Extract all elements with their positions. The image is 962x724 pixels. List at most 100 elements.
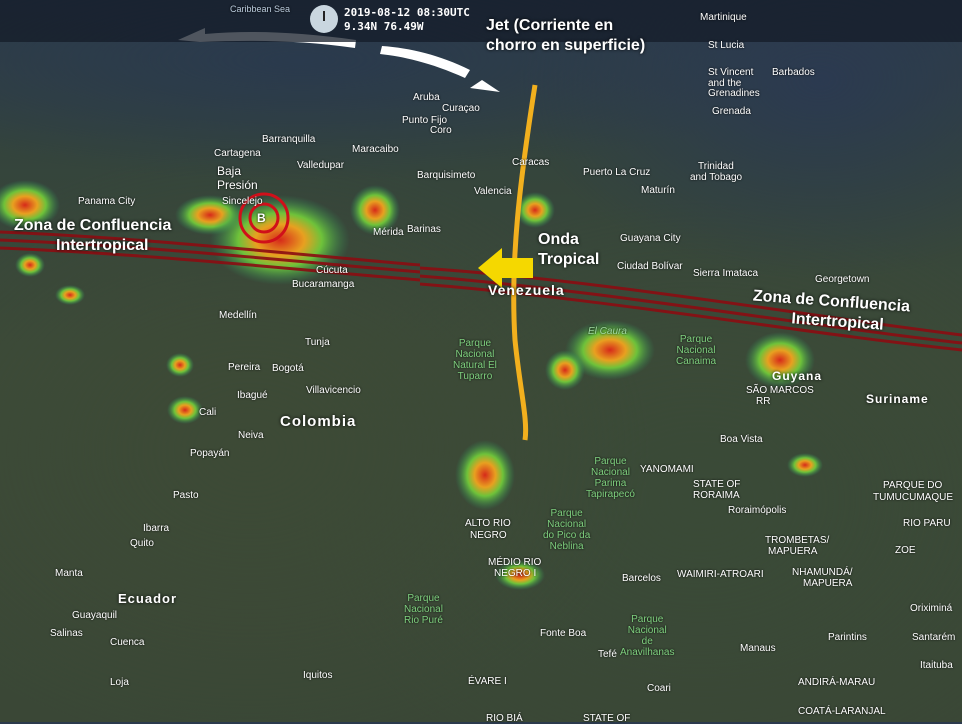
- place-label: Punto Fijo: [402, 115, 448, 126]
- place-label: and the: [708, 78, 742, 89]
- place-label: Manaus: [740, 643, 776, 654]
- place-label: NHAMUNDÁ/: [792, 567, 853, 578]
- place-label: Cuenca: [110, 637, 145, 648]
- place-label: RORAIMA: [693, 490, 740, 501]
- place-label: Martinique: [700, 12, 747, 23]
- place-label: and Tobago: [690, 172, 743, 183]
- place-label: MAPUERA: [768, 546, 818, 557]
- place-label: Fonte Boa: [540, 628, 587, 639]
- place-label: Popayán: [190, 448, 230, 459]
- place-label: Sincelejo: [222, 196, 263, 207]
- place-label: Ibagué: [237, 390, 268, 401]
- place-label: Neiva: [238, 430, 264, 441]
- place-label: TUMUCUMAQUE: [873, 492, 953, 503]
- storm-clouds: [0, 180, 823, 590]
- low-symbol: B: [257, 211, 266, 225]
- park-label: Parque Nacional do Pico da Neblina: [543, 508, 591, 552]
- place-label: Coari: [647, 683, 671, 694]
- place-label: Iquitos: [303, 670, 333, 681]
- place-label: Ciudad Bolívar: [617, 261, 683, 272]
- place-label: STATE OF: [583, 713, 631, 724]
- place-label: Pereira: [228, 362, 261, 373]
- place-label: Loja: [110, 677, 129, 688]
- place-label: Itaituba: [920, 660, 953, 671]
- sea-label: Caribbean Sea: [230, 4, 291, 14]
- place-label: Oriximiná: [910, 603, 953, 614]
- clock-icon: [310, 5, 338, 33]
- place-label: YANOMAMI: [640, 464, 694, 475]
- timestamp: 2019-08-12 08:30UTC: [344, 6, 470, 19]
- place-label: Barranquilla: [262, 134, 316, 145]
- place-label: Villavicencio: [306, 385, 361, 396]
- park-label: Parque Nacional de Anavilhanas: [620, 614, 675, 658]
- park-label: Parque Nacional Canaima: [676, 334, 717, 367]
- place-label: Guayana City: [620, 233, 681, 244]
- info-bar: 2019-08-12 08:30UTC 9.34N 76.49W Caribbea…: [0, 0, 962, 42]
- place-label: El Caura: [588, 326, 627, 337]
- place-label: Valledupar: [297, 160, 345, 171]
- place-label: COATÁ-LARANJAL: [798, 706, 886, 717]
- place-label: Bucaramanga: [292, 279, 355, 290]
- low-pressure-rings: [238, 192, 290, 244]
- low-pressure-label: Baja Presión: [217, 164, 258, 192]
- place-label: Pasto: [173, 490, 199, 501]
- place-label: Valencia: [474, 186, 512, 197]
- place-label: Trinidad: [698, 161, 734, 172]
- place-label: St Vincent: [708, 67, 754, 78]
- place-label: STATE OF: [693, 479, 741, 490]
- place-label: Maracaibo: [352, 144, 399, 155]
- place-label: Aruba: [413, 92, 440, 103]
- country-colombia: Colombia: [280, 413, 357, 430]
- country-suriname: Suriname: [866, 392, 929, 406]
- place-label: Quito: [130, 538, 154, 549]
- place-label: Barbados: [772, 67, 815, 78]
- tropical-wave-arrow: [478, 248, 533, 288]
- place-label: ZOE: [895, 545, 916, 556]
- coordinates: 9.34N 76.49W: [344, 20, 424, 33]
- tropical-wave-label: Onda Tropical: [538, 231, 600, 268]
- place-label: Maturín: [641, 185, 675, 196]
- place-label: Bogotá: [272, 363, 304, 374]
- place-label: Cali: [199, 407, 217, 418]
- place-label: Barquisimeto: [417, 170, 476, 181]
- place-label: Guayaquil: [72, 610, 118, 621]
- place-label: Mérida: [373, 227, 404, 238]
- place-label: NEGRO I: [494, 568, 537, 579]
- place-label: MÉDIO RIO: [488, 557, 542, 568]
- place-label: St Lucia: [708, 40, 745, 51]
- place-label: Georgetown: [815, 274, 870, 285]
- place-label: NEGRO: [470, 530, 507, 541]
- place-label: WAIMIRI-ATROARI: [677, 569, 764, 580]
- place-label: Santarém: [912, 632, 956, 643]
- itcz-band: [0, 230, 962, 352]
- place-label: Grenadines: [708, 88, 760, 99]
- place-label: Panama City: [78, 196, 136, 207]
- place-label: Salinas: [50, 628, 83, 639]
- place-label: Roraimópolis: [728, 505, 787, 516]
- place-label: Boa Vista: [720, 434, 763, 445]
- place-label: Puerto La Cruz: [583, 167, 651, 178]
- place-label: Cartagena: [214, 148, 261, 159]
- tropical-wave-axis: [511, 84, 538, 441]
- park-label: Parque Nacional Rio Puré: [404, 593, 443, 626]
- place-label: PARQUE DO: [883, 480, 943, 491]
- itcz-west-label: Zona de Confluencia Intertropical: [14, 217, 172, 254]
- place-label: TROMBETAS/: [765, 535, 830, 546]
- park-label: Parque Nacional Natural El Tuparro: [453, 338, 497, 382]
- place-label: Barcelos: [622, 573, 661, 584]
- place-label: Grenada: [712, 106, 751, 117]
- place-label: Tunja: [305, 337, 330, 348]
- place-label: Cúcuta: [316, 265, 348, 276]
- place-label: Manta: [55, 568, 83, 579]
- country-guyana: Guyana: [772, 369, 823, 383]
- country-ecuador: Ecuador: [118, 591, 178, 606]
- park-label: Parque Nacional Parima Tapirapecó: [586, 456, 635, 500]
- place-label: RIO BIÁ: [486, 713, 523, 724]
- country-venezuela: Venezuela: [488, 282, 565, 298]
- place-label: Parintins: [828, 632, 867, 643]
- jet-label: Jet (Corriente en chorro en superficie): [486, 17, 646, 54]
- place-label: Medellín: [219, 310, 257, 321]
- place-label: MAPUERA: [803, 578, 853, 589]
- place-label: ANDIRÁ-MARAU: [798, 677, 876, 688]
